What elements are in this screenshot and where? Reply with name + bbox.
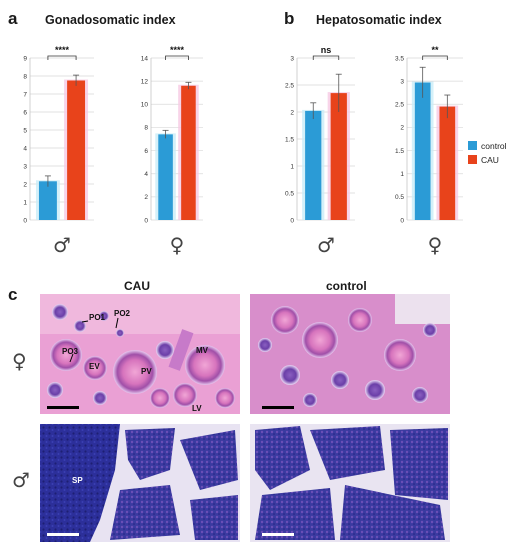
bar-control	[38, 181, 57, 220]
y-tick-label: 1	[23, 199, 27, 206]
significance-label: ****	[170, 45, 185, 55]
y-tick-label: 2	[144, 194, 148, 201]
significance-bracket	[422, 55, 448, 60]
bar-control	[158, 134, 173, 220]
significance-label: **	[431, 45, 439, 55]
label-po2: PO2	[114, 309, 131, 318]
y-tick-label: 6	[144, 148, 148, 155]
row-symbol-male: ♂	[12, 468, 30, 492]
y-tick-label: 8	[144, 125, 148, 132]
y-tick-label: 2.5	[285, 82, 294, 89]
y-tick-label: 4	[23, 145, 27, 152]
significance-bracket	[312, 55, 340, 60]
y-tick-label: 0	[290, 217, 294, 224]
female-symbol: ♀	[428, 233, 443, 257]
y-tick-label: 0.5	[395, 194, 404, 201]
y-tick-label: 2	[290, 109, 294, 116]
micrograph-female-cau: PO1 PO2 PO3 EV PV MV LV	[40, 294, 240, 414]
y-tick-label: 2	[23, 181, 27, 188]
y-tick-label: 1	[400, 171, 404, 178]
column-title-cau: CAU	[124, 279, 150, 293]
y-tick-label: 3	[23, 163, 27, 170]
y-tick-label: 3	[400, 78, 404, 85]
male-symbol: ♂	[317, 233, 335, 257]
micrograph-male-control	[250, 424, 450, 542]
y-tick-label: 2	[400, 125, 404, 132]
chart-hsi-male: 0 0.5 1 1.5 2 2.5 3 ns ♂	[285, 45, 355, 257]
label-ev: EV	[89, 362, 100, 371]
bar-control	[305, 110, 322, 220]
significance-bracket	[47, 55, 77, 60]
chart-gsi-male: 0 1 2 3 4 5 6 7 8 9 **** ♂	[23, 45, 94, 257]
label-mv: MV	[196, 346, 209, 355]
male-symbol: ♂	[53, 233, 71, 257]
bar-cau	[439, 106, 456, 220]
label-pv: PV	[141, 367, 152, 376]
label-sp: SP	[72, 476, 83, 485]
micrograph-female-control	[250, 294, 450, 414]
y-tick-label: 5	[23, 127, 27, 134]
bar-cau	[181, 85, 196, 221]
bar-cau	[67, 80, 86, 220]
label-lv: LV	[192, 404, 202, 413]
y-tick-label: 14	[141, 55, 149, 62]
y-tick-label: 1.5	[285, 136, 294, 143]
panel-b-title: Hepatosomatic index	[316, 13, 442, 27]
y-tick-label: 10	[141, 102, 149, 109]
y-tick-label: 3.5	[395, 55, 404, 62]
significance-label: ****	[55, 45, 70, 55]
y-tick-label: 7	[23, 91, 27, 98]
legend-label-cau: CAU	[481, 155, 499, 165]
bar-cau	[330, 93, 347, 220]
column-title-control: control	[326, 279, 367, 293]
bar-control	[414, 82, 431, 220]
legend-label-control: control	[481, 141, 507, 151]
female-symbol: ♀	[170, 233, 185, 257]
chart-hsi-female: 0 0.5 1 1.5 2 2.5 3 3.5 ** ♀	[395, 45, 463, 257]
significance-label: ns	[321, 45, 332, 55]
y-tick-label: 2.5	[395, 102, 404, 109]
y-tick-label: 0.5	[285, 190, 294, 197]
chart-gsi-female: 0 2 4 6 8 10 12 14 **** ♀	[141, 45, 203, 257]
legend: control CAU	[468, 141, 507, 165]
row-symbol-female: ♀	[12, 349, 27, 373]
y-tick-label: 0	[144, 217, 148, 224]
legend-swatch-control	[468, 141, 477, 150]
panel-c-letter: c	[8, 285, 17, 304]
y-tick-label: 4	[144, 171, 148, 178]
y-tick-label: 3	[290, 55, 294, 62]
significance-bracket	[165, 55, 189, 60]
y-tick-label: 0	[23, 217, 27, 224]
y-tick-label: 1	[290, 163, 294, 170]
micrograph-male-cau: SP	[40, 424, 240, 542]
y-tick-label: 8	[23, 73, 27, 80]
y-tick-label: 12	[141, 78, 149, 85]
panel-a-title: Gonadosomatic index	[45, 13, 176, 27]
panel-b-letter: b	[284, 9, 294, 28]
y-tick-label: 9	[23, 55, 27, 62]
label-po1: PO1	[89, 313, 106, 322]
legend-swatch-cau	[468, 155, 477, 164]
label-po3: PO3	[62, 347, 79, 356]
y-tick-label: 0	[400, 217, 404, 224]
panel-a-letter: a	[8, 9, 18, 28]
y-tick-label: 6	[23, 109, 27, 116]
y-tick-label: 1.5	[395, 148, 404, 155]
